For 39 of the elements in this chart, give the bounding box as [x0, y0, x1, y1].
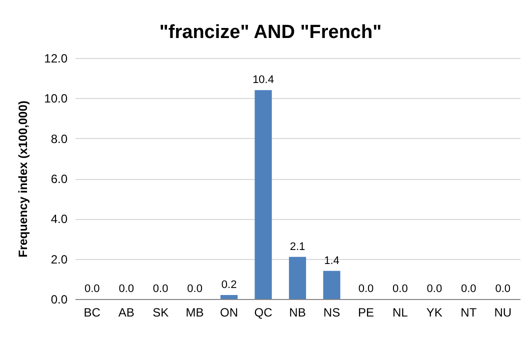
data-label: 0.0	[84, 283, 100, 295]
data-label: 0.0	[426, 283, 442, 295]
y-tick-label: 2.0	[50, 252, 68, 266]
data-label: 0.0	[152, 283, 168, 295]
data-label: 0.0	[118, 283, 134, 295]
y-tick-label: 12.0	[44, 52, 68, 66]
data-label: 2.1	[290, 240, 306, 253]
y-tick-label: 4.0	[50, 212, 68, 226]
data-label: 1.4	[324, 254, 340, 267]
bar	[254, 90, 272, 299]
data-label: 0.2	[221, 278, 237, 291]
x-tick-label: NT	[460, 306, 478, 320]
bar	[288, 256, 306, 299]
y-tick-label: 8.0	[50, 132, 68, 146]
x-tick-label: AB	[118, 306, 134, 320]
x-tick-label: PE	[358, 306, 374, 320]
y-axis-title: Frequency index (x100,000)	[16, 100, 30, 258]
data-label: 0.0	[187, 283, 202, 295]
data-label: 0.0	[392, 283, 408, 295]
data-label: 10.4	[252, 74, 274, 86]
x-tick-label: QC	[254, 306, 273, 320]
x-tick-label: NU	[494, 306, 512, 320]
x-tick-label: NS	[323, 306, 340, 320]
y-tick-label: 10.0	[44, 92, 68, 106]
data-label: 0.0	[358, 283, 374, 295]
y-tick-label: 6.0	[50, 172, 68, 186]
x-tick-label: MB	[186, 306, 204, 320]
data-label: 0.0	[461, 283, 476, 295]
chart-title: "francize" AND "French"	[159, 22, 382, 43]
x-tick-label: BC	[84, 306, 101, 320]
bar	[323, 270, 340, 299]
x-tick-label: ON	[220, 306, 238, 320]
y-tick-label: 0.0	[50, 292, 68, 306]
bar	[220, 294, 238, 299]
data-label: 0.0	[495, 283, 511, 295]
x-tick-label: NL	[392, 306, 408, 320]
x-tick-label: SK	[152, 306, 169, 320]
x-tick-label: YK	[426, 306, 442, 320]
x-tick-label: NB	[289, 306, 306, 320]
